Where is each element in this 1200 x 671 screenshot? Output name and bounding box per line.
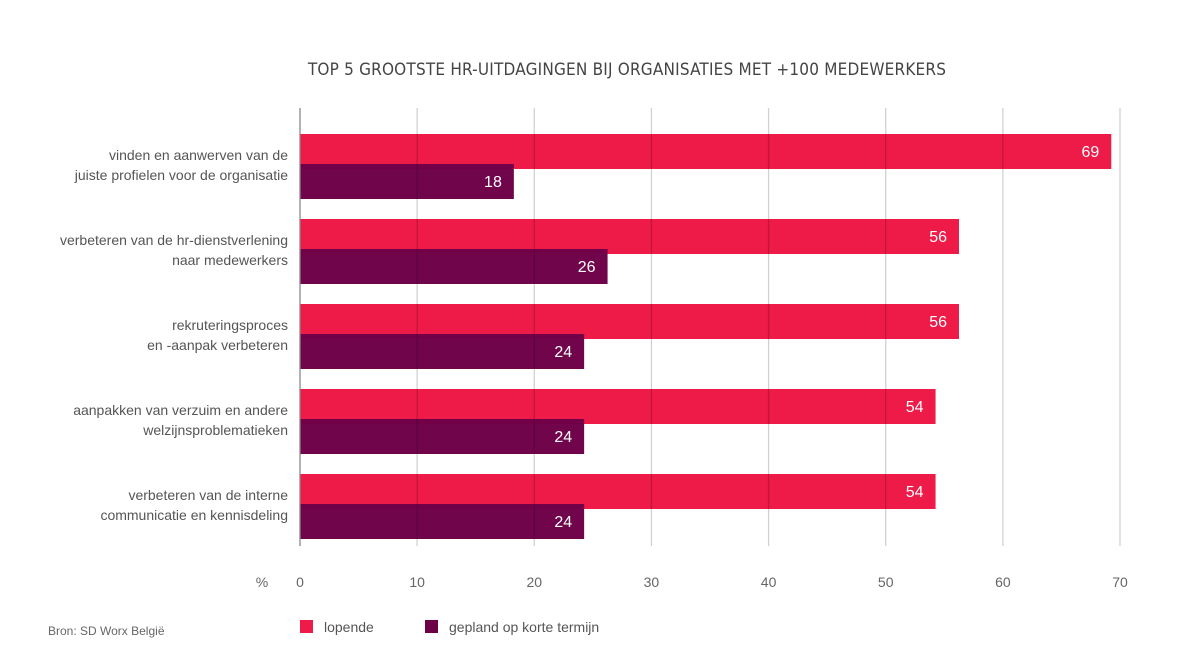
data-label: 54 bbox=[906, 399, 924, 416]
data-label: 26 bbox=[578, 259, 596, 276]
bar-lopende bbox=[300, 219, 959, 254]
legend-label: gepland op korte termijn bbox=[449, 619, 599, 635]
category-label: en -aanpak verbeteren bbox=[147, 337, 288, 353]
legend-swatch bbox=[300, 620, 313, 633]
bar-gepland bbox=[300, 164, 514, 199]
category-label: verbeteren van de interne bbox=[128, 487, 288, 503]
category-label: verbeteren van de hr-dienstverlening bbox=[60, 232, 288, 248]
bar-lopende bbox=[300, 474, 936, 509]
bar-gepland bbox=[300, 504, 585, 539]
x-tick-label: 20 bbox=[526, 574, 542, 590]
x-tick-label: 30 bbox=[644, 574, 660, 590]
bar-gepland bbox=[300, 419, 585, 454]
bar-gepland bbox=[300, 334, 585, 369]
data-label: 56 bbox=[929, 314, 947, 331]
x-tick-label: 40 bbox=[761, 574, 777, 590]
x-tick-label: 10 bbox=[409, 574, 425, 590]
category-label: aanpakken van verzuim en andere bbox=[73, 402, 288, 418]
category-label: juiste profielen voor de organisatie bbox=[74, 167, 288, 183]
category-label: welzijnsproblematieken bbox=[142, 422, 288, 438]
data-label: 24 bbox=[554, 514, 572, 531]
category-label: rekruteringsproces bbox=[172, 317, 288, 333]
x-axis-label: % bbox=[256, 574, 268, 590]
x-tick-label: 60 bbox=[995, 574, 1011, 590]
source-note: Bron: SD Worx België bbox=[48, 624, 165, 638]
legend-label: lopende bbox=[324, 619, 374, 635]
data-label: 54 bbox=[906, 484, 924, 501]
x-tick-label: 50 bbox=[878, 574, 894, 590]
data-label: 69 bbox=[1081, 144, 1099, 161]
category-label: communicatie en kennisdeling bbox=[100, 507, 288, 523]
bar-lopende bbox=[300, 389, 936, 424]
bar-lopende bbox=[300, 304, 959, 339]
category-label: naar medewerkers bbox=[172, 252, 288, 268]
bar-gepland bbox=[300, 249, 608, 284]
data-label: 24 bbox=[554, 429, 572, 446]
data-label: 24 bbox=[554, 344, 572, 361]
chart-title: TOP 5 GROOTSTE HR-UITDAGINGEN BIJ ORGANI… bbox=[307, 60, 946, 80]
x-tick-label: 70 bbox=[1112, 574, 1128, 590]
bar-lopende bbox=[300, 134, 1112, 169]
data-label: 18 bbox=[484, 174, 502, 191]
category-label: vinden en aanwerven van de bbox=[109, 147, 288, 163]
x-tick-label: 0 bbox=[296, 574, 304, 590]
data-label: 56 bbox=[929, 229, 947, 246]
legend-swatch bbox=[425, 620, 438, 633]
